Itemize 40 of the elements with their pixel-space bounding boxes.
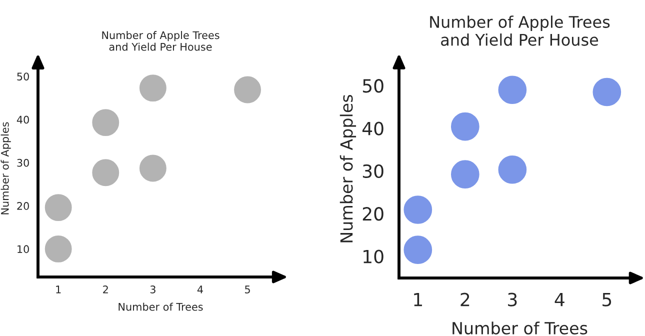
point xyxy=(91,158,120,187)
point xyxy=(592,76,622,107)
y-tick-label: 20 xyxy=(17,202,29,210)
chart-title: Number of Apple Trees and Yield Per House xyxy=(102,31,220,51)
y-tick-label: 10 xyxy=(18,245,29,254)
y-tick-label: 50 xyxy=(362,79,384,93)
x-tick-label: 2 xyxy=(103,286,108,294)
point xyxy=(44,234,73,264)
point xyxy=(91,108,120,137)
x-tick-label: 1 xyxy=(414,293,422,306)
point xyxy=(233,75,262,104)
y-axis-title: Number of Apples xyxy=(340,94,356,242)
x-tick-label: 5 xyxy=(245,286,250,294)
x-tick-label: 4 xyxy=(197,286,203,294)
x-tick-label: 3 xyxy=(508,292,517,306)
chart-title: Number of Apple Trees and Yield Per House xyxy=(430,16,610,46)
y-tick-label: 50 xyxy=(17,72,29,80)
x-tick-label: 2 xyxy=(460,292,470,306)
y-tick-label: 40 xyxy=(362,122,384,136)
point xyxy=(450,159,480,190)
x-tick-label: 1 xyxy=(56,286,61,294)
point xyxy=(138,74,168,102)
x-axis-title: Number of Trees xyxy=(118,302,203,311)
x-tick-label: 3 xyxy=(150,286,156,294)
y-tick-label: 30 xyxy=(17,158,29,167)
point xyxy=(497,154,528,185)
x-axis-title: Number of Trees xyxy=(452,322,588,334)
point xyxy=(497,74,528,105)
point xyxy=(450,112,480,142)
point xyxy=(402,234,433,265)
y-tick-label: 30 xyxy=(362,164,384,178)
point xyxy=(44,193,73,222)
point xyxy=(402,194,433,225)
y-axis-title: Number of Apples xyxy=(0,122,11,214)
y-tick-label: 10 xyxy=(364,250,384,264)
y-tick-label: 20 xyxy=(362,207,384,221)
y-tick-label: 40 xyxy=(16,116,29,124)
x-tick-label: 4 xyxy=(554,293,564,306)
point xyxy=(138,154,168,183)
x-tick-label: 5 xyxy=(602,293,612,306)
